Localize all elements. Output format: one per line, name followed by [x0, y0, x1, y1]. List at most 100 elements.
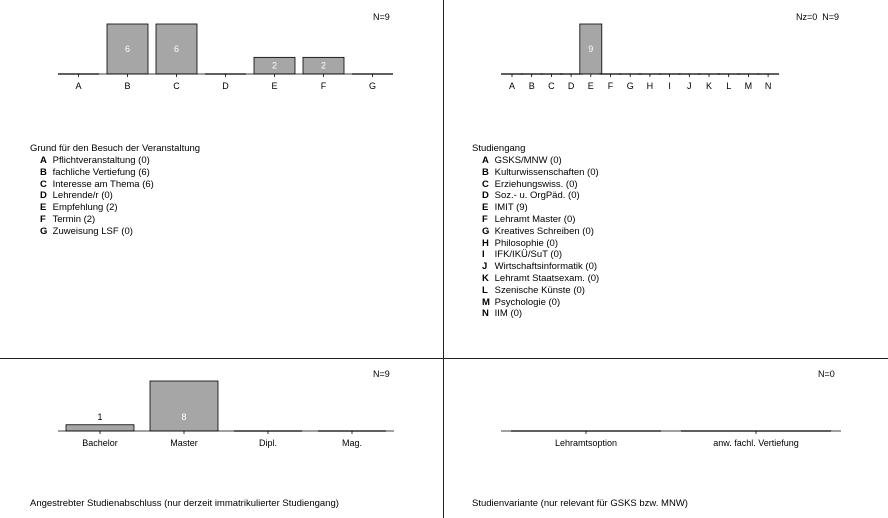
legend-key: B [482, 166, 489, 178]
legend-key: F [40, 213, 46, 225]
legend-list: A Pflichtveranstaltung (0) B fachliche Ve… [40, 155, 154, 238]
legend-key: I [482, 249, 485, 261]
bar-value-label: 6 [125, 44, 130, 54]
legend-text: Lehramt Staatsexam. (0) [492, 272, 600, 284]
legend-text: Lehramt Master (0) [492, 213, 576, 225]
tick-label: Mag. [342, 438, 362, 448]
legend-text: Philosophie (0) [492, 237, 559, 249]
legend-list: A GSKS/MNW (0) B Kulturwissenschaften (0)… [482, 155, 599, 320]
legend-text: Erziehungswiss. (0) [492, 178, 578, 190]
legend-item: A GSKS/MNW (0) [482, 155, 599, 167]
tick-label: J [687, 81, 692, 91]
legend-key: A [40, 155, 47, 166]
tick-label: M [745, 81, 753, 91]
legend-text: Interesse am Thema (6) [50, 178, 154, 190]
tick-label: C [548, 81, 555, 91]
chart-title: Grund für den Besuch der Veranstaltung [30, 143, 201, 154]
legend-item: F Termin (2) [40, 214, 154, 226]
n-count-label: N=9 [373, 12, 390, 22]
legend-item: L Szenische Künste (0) [482, 285, 599, 297]
legend-text: Soz.- u. OrgPäd. (0) [492, 190, 580, 202]
tick-label: Lehramtsoption [555, 438, 617, 448]
legend-item: E IMIT (9) [482, 202, 599, 214]
legend-text: IMIT (9) [492, 202, 528, 214]
legend-key: F [482, 213, 488, 225]
legend-text: Wirtschaftsinformatik (0) [492, 261, 598, 273]
chart-title: Studienvariante (nur relevant für GSKS b… [472, 498, 688, 509]
n-count-label: Nz=0 N=9 [796, 12, 840, 22]
legend-key: N [482, 308, 489, 320]
tick-label: I [668, 81, 671, 91]
tick-label: H [647, 81, 654, 91]
legend-item: C Interesse am Thema (6) [40, 179, 154, 191]
tick-label: A [75, 81, 81, 91]
bar-chart-abschluss: 1 Bachelor 8 Master Dipl. Mag. [58, 380, 394, 448]
legend-item: N IIM (0) [482, 308, 599, 320]
legend-text: Kreatives Schreiben (0) [492, 225, 594, 237]
legend-text: Kulturwissenschaften (0) [492, 166, 599, 178]
bar-value-label: 6 [174, 44, 179, 54]
legend-item: G Kreatives Schreiben (0) [482, 226, 599, 238]
n-count-label: N=0 [818, 369, 835, 379]
tick-label: G [369, 81, 376, 91]
legend-item: I IFK/IKÜ/SuT (0) [482, 249, 599, 261]
legend-item: E Empfehlung (2) [40, 202, 154, 214]
legend-key: E [482, 202, 489, 214]
tick-label: D [222, 81, 229, 91]
horizontal-divider [0, 358, 888, 359]
tick-label: B [529, 81, 535, 91]
legend-item: B fachliche Vertiefung (6) [40, 167, 154, 179]
n-count-label: N=9 [373, 369, 390, 379]
tick-label: L [726, 81, 731, 91]
tick-label: Dipl. [259, 438, 277, 448]
bar-value-label: 2 [321, 61, 326, 71]
bar-value-label: 8 [181, 412, 186, 422]
legend-item: B Kulturwissenschaften (0) [482, 167, 599, 179]
bar-value-label: 1 [97, 412, 102, 422]
legend-item: F Lehramt Master (0) [482, 214, 599, 226]
tick-label: G [627, 81, 634, 91]
bar-b [106, 23, 149, 75]
bar-chart-grund: A 6 B 6 C D 2 E 2 F G [58, 23, 393, 91]
tick-label: E [271, 81, 277, 91]
bar-bachelor [65, 424, 135, 432]
vertical-divider [443, 0, 444, 518]
bar-chart-studienvariante: Lehramtsoption anw. fachl. Vertiefung [501, 430, 841, 448]
legend-key: D [40, 190, 47, 202]
legend-key: L [482, 284, 488, 296]
legend-text: IIM (0) [492, 308, 523, 320]
tick-label: Bachelor [82, 438, 118, 448]
legend-item: D Soz.- u. OrgPäd. (0) [482, 190, 599, 202]
chart-title: Angestrebter Studienabschluss (nur derze… [30, 498, 339, 509]
legend-text: Szenische Künste (0) [492, 284, 585, 296]
tick-label: D [568, 81, 575, 91]
chart-title: Studiengang [472, 143, 526, 154]
legend-text: IFK/IKÜ/SuT (0) [492, 249, 563, 261]
legend-text: Lehrende/r (0) [50, 190, 113, 202]
tick-label: N [765, 81, 772, 91]
legend-text: Pflichtveranstaltung (0) [50, 155, 150, 166]
legend-key: B [40, 166, 47, 178]
legend-item: K Lehramt Staatsexam. (0) [482, 273, 599, 285]
legend-item: M Psychologie (0) [482, 297, 599, 309]
legend-text: Zuweisung LSF (0) [50, 225, 133, 237]
legend-key: A [482, 155, 489, 166]
bar-master [149, 380, 219, 432]
chart-panel-abschluss: N=9 1 Bachelor 8 Master Dipl. Mag. Angestrebt… [0, 359, 443, 518]
legend-key: M [482, 296, 490, 308]
bar-value-label: 9 [588, 44, 593, 54]
legend-item: A Pflichtveranstaltung (0) [40, 155, 154, 167]
legend-key: C [482, 178, 489, 190]
tick-label: anw. fachl. Vertiefung [713, 438, 799, 448]
legend-key: K [482, 272, 489, 284]
tick-label: F [321, 81, 327, 91]
tick-label: K [706, 81, 712, 91]
legend-text: Psychologie (0) [492, 296, 561, 308]
legend-key: J [482, 261, 488, 273]
bar-chart-studiengang: A B C D 9 E F G H I J K L M N [501, 23, 780, 91]
tick-label: E [588, 81, 594, 91]
legend-item: J Wirtschaftsinformatik (0) [482, 261, 599, 273]
legend-text: Empfehlung (2) [50, 202, 118, 214]
